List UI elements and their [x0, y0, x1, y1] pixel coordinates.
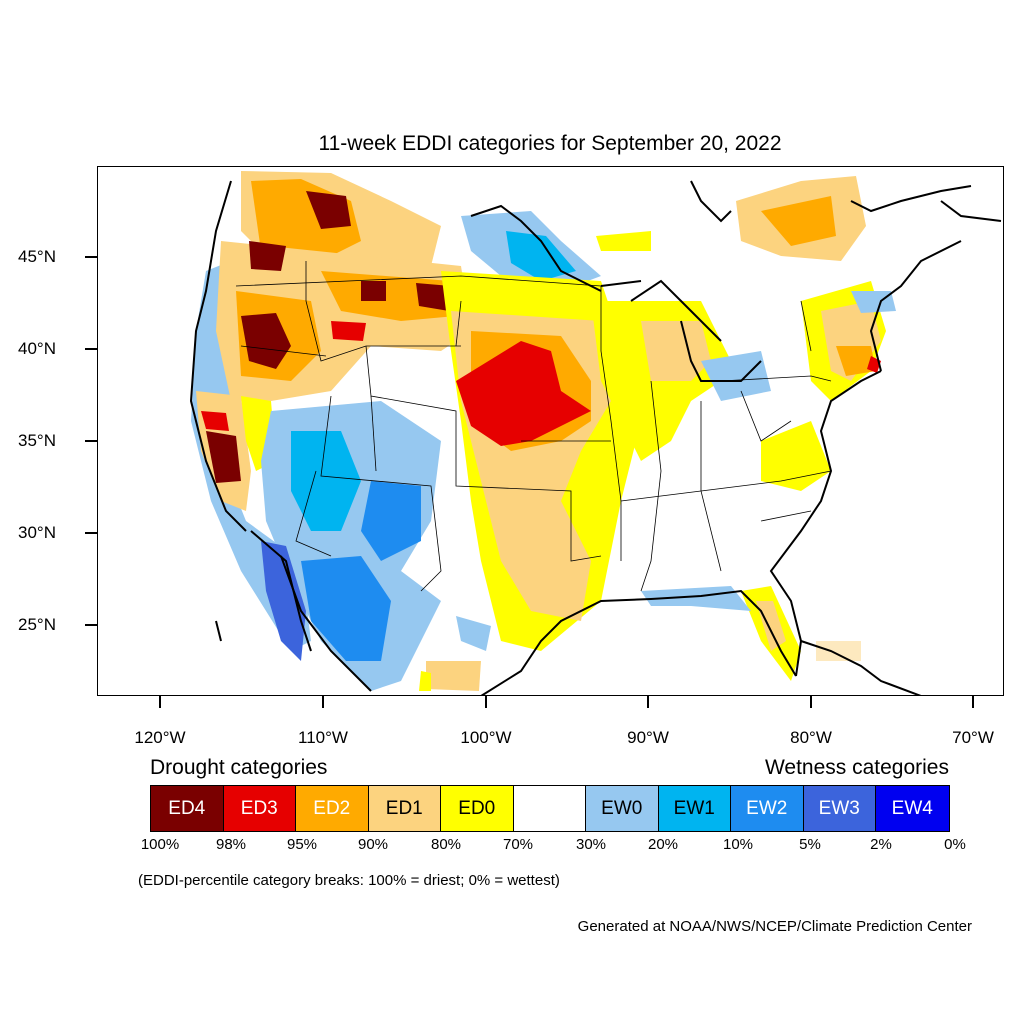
- category-note: (EDDI-percentile category breaks: 100% =…: [138, 872, 560, 889]
- state-boundaries: [235, 261, 832, 592]
- legend-ew4: EW4: [876, 786, 949, 831]
- map-canvas: [189, 171, 1002, 695]
- category-legend: ED4 ED3 ED2 ED1 ED0 EW0 EW1 EW2 EW3 EW4: [150, 785, 950, 832]
- percent-break: 95%: [286, 836, 318, 853]
- region-mexico-ed0: [419, 671, 431, 691]
- lon-tick-80: [810, 696, 812, 708]
- lon-tick-70: [972, 696, 974, 708]
- lon-tick-100: [485, 696, 487, 708]
- lon-label-90: 90°W: [627, 728, 669, 747]
- lon-label-70: 70°W: [952, 728, 994, 747]
- lon-label-110: 110°W: [298, 728, 348, 747]
- lat-label-45: 45°N: [18, 247, 56, 266]
- region-montana-ed2: [321, 271, 456, 321]
- lon-tick-90: [647, 696, 649, 708]
- legend-ew1: EW1: [658, 786, 731, 831]
- percent-break: 5%: [799, 836, 821, 853]
- percent-break: 20%: [647, 836, 679, 853]
- lat-tick-30: [85, 532, 97, 534]
- legend-ew0: EW0: [586, 786, 659, 831]
- lat-tick-40: [85, 348, 97, 350]
- region-baja-ew3: [261, 541, 306, 661]
- lat-label-40: 40°N: [18, 339, 56, 358]
- percent-break: 30%: [575, 836, 607, 853]
- legend-ed4: ED4: [151, 786, 224, 831]
- region-maine-wet: [851, 291, 896, 313]
- percent-break: 2%: [870, 836, 892, 853]
- eddi-map: [97, 166, 1004, 696]
- credit-line: Generated at NOAA/NWS/NCEP/Climate Predi…: [577, 918, 972, 935]
- wetness-heading: Wetness categories: [764, 756, 949, 779]
- region-southwest-ew1: [291, 431, 361, 531]
- region-california-ed3: [201, 411, 229, 431]
- percent-break: 0%: [944, 836, 966, 853]
- lon-label-80: 80°W: [790, 728, 832, 747]
- region-washington-ed4: [249, 241, 286, 271]
- region-nebraska-ed3: [456, 341, 591, 446]
- region-idaho-ed3: [331, 321, 366, 341]
- lat-tick-35: [85, 440, 97, 442]
- region-mexico-ed1: [426, 661, 481, 691]
- lon-label-120: 120°W: [134, 728, 186, 747]
- legend-ed3: ED3: [223, 786, 296, 831]
- region-quebec-ed2: [761, 196, 836, 246]
- legend-ew2: EW2: [731, 786, 804, 831]
- percent-break: 100%: [140, 836, 180, 853]
- legend-ed0: ED0: [441, 786, 514, 831]
- region-california-ed4: [206, 431, 241, 483]
- lon-tick-110: [322, 696, 324, 708]
- percent-break: 10%: [722, 836, 754, 853]
- map-title: 11-week EDDI categories for September 20…: [318, 132, 782, 155]
- region-southwest-ew2: [301, 556, 391, 661]
- region-lakes-wet: [701, 351, 771, 401]
- region-ontario-yellow: [596, 231, 651, 251]
- legend-ed2: ED2: [296, 786, 369, 831]
- percent-break: 70%: [502, 836, 534, 853]
- legend-neutral: [513, 786, 586, 831]
- coastlines: [189, 180, 1002, 695]
- region-montana-ed4b: [416, 283, 451, 311]
- region-arizona-ew2: [361, 481, 421, 561]
- lat-tick-45: [85, 256, 97, 258]
- region-oregon-ed4: [241, 313, 291, 369]
- region-bc-ed4: [306, 191, 351, 229]
- region-montana-ed4: [361, 281, 386, 301]
- region-cuba-dots: [816, 641, 861, 661]
- legend-ew3: EW3: [803, 786, 876, 831]
- lat-label-35: 35°N: [18, 431, 56, 450]
- drought-heading: Drought categories: [150, 756, 328, 779]
- legend-ed1: ED1: [368, 786, 441, 831]
- percent-break: 80%: [430, 836, 462, 853]
- percent-break: 98%: [215, 836, 247, 853]
- lat-tick-25: [85, 624, 97, 626]
- region-northeast-ed2: [836, 346, 876, 376]
- region-carolina-ed0: [761, 421, 831, 491]
- lat-label-30: 30°N: [18, 523, 56, 542]
- region-mexico-wet: [456, 616, 491, 651]
- region-florida-ed1: [756, 601, 786, 651]
- lon-tick-120: [159, 696, 161, 708]
- lon-label-100: 100°W: [460, 728, 512, 747]
- percent-break: 90%: [357, 836, 389, 853]
- lat-label-25: 25°N: [18, 615, 56, 634]
